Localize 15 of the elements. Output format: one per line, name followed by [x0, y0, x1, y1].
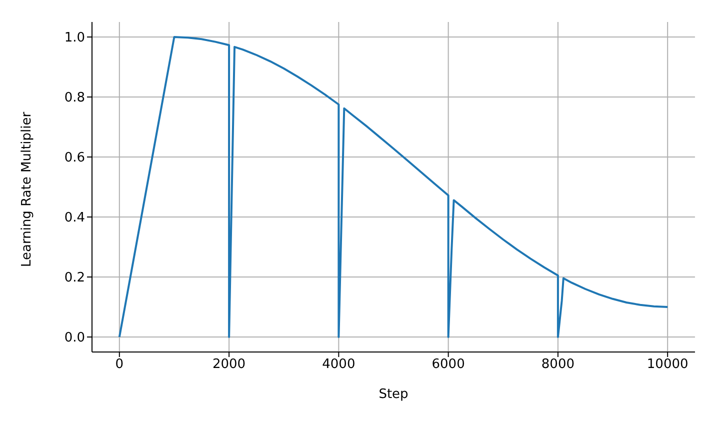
- x-axis-title: Step: [378, 387, 408, 402]
- y-tick-label: 0.0: [64, 330, 85, 346]
- y-tick-label: 0.4: [64, 210, 85, 226]
- y-tick-label: 0.2: [64, 270, 85, 286]
- line-series: [118, 36, 669, 338]
- x-tick-label: 6000: [432, 357, 465, 372]
- x-tick-label: 2000: [212, 357, 246, 372]
- x-tick-label: 4000: [322, 357, 356, 372]
- y-axis-title: Learning Rate Multiplier: [20, 111, 35, 267]
- y-tick-label: 0.8: [64, 90, 85, 106]
- x-tick-label: 10000: [646, 357, 688, 372]
- x-tick-label: 0: [115, 357, 124, 372]
- x-tick-label: 8000: [541, 357, 574, 372]
- y-tick-label: 1.0: [64, 30, 85, 46]
- y-tick-label: 0.6: [64, 150, 85, 166]
